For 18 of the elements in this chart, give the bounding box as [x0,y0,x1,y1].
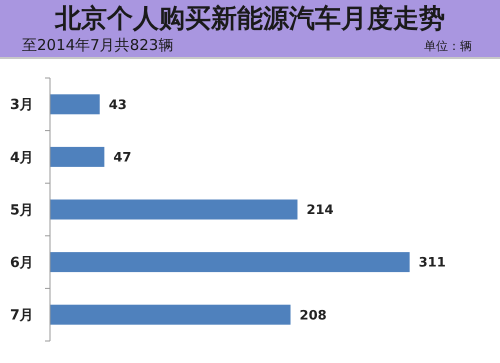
y-tick-label: 7月 [10,308,34,324]
chart-title: 北京个人购买新能源汽车月度走势 [54,4,445,34]
data-label: 214 [306,203,334,218]
data-label: 47 [113,150,132,166]
bar [50,252,410,272]
data-label: 43 [108,98,127,113]
chart-subtitle: 至2014年7月共823辆 [22,36,174,54]
text: 单位：辆 [424,39,472,53]
bar [50,200,298,220]
bar [50,94,100,114]
y-tick-label: 3月 [10,97,34,114]
y-tick-label: 4月 [10,150,34,166]
bar [50,146,104,167]
data-label: 208 [300,308,327,324]
y-tick-label: 6月 [10,255,34,271]
y-tick-label: 5月 [10,202,34,218]
data-label: 311 [418,256,446,271]
bar [50,304,291,325]
